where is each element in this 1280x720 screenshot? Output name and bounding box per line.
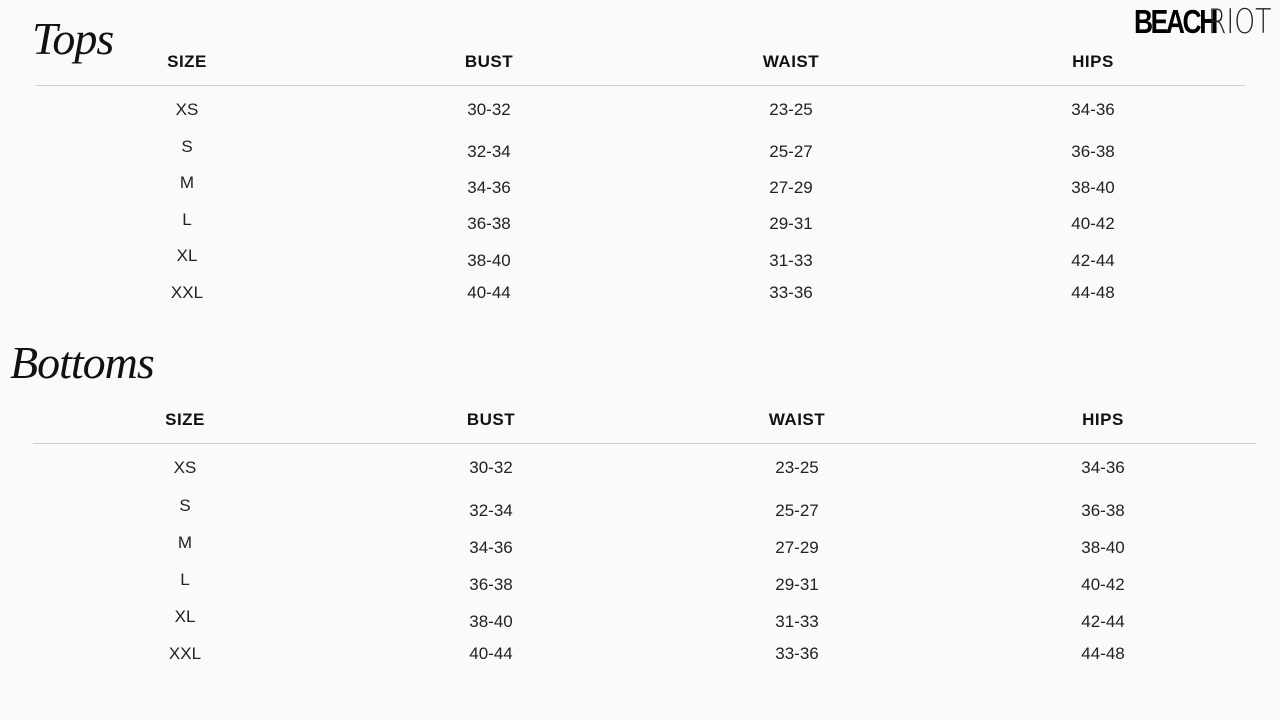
measurement-cell: 32-34 <box>469 501 513 520</box>
measurement-cell: 38-40 <box>1081 538 1125 557</box>
measurement-cell: 34-36 <box>467 178 511 197</box>
column-header: HIPS <box>1082 410 1124 429</box>
measurement-cell: 38-40 <box>469 612 513 631</box>
measurement-cell: 36-38 <box>1071 142 1115 161</box>
measurement-cell: 40-42 <box>1071 214 1115 233</box>
measurement-cell: 36-38 <box>467 214 511 233</box>
measurement-cell: 29-31 <box>769 214 813 233</box>
measurement-cell: 38-40 <box>467 251 511 270</box>
measurement-cell: 27-29 <box>769 178 813 197</box>
measurement-cell: 44-48 <box>1081 644 1125 663</box>
size-cell: S <box>181 137 193 156</box>
column-header: BUST <box>464 52 514 71</box>
size-cell: XL <box>176 246 198 265</box>
measurement-cell: 23-25 <box>775 458 819 477</box>
measurement-cell: 32-34 <box>467 142 511 161</box>
size-cell: S <box>179 496 191 515</box>
measurement-cell: 27-29 <box>775 538 819 557</box>
header-divider <box>33 443 1256 444</box>
size-cell: M <box>179 173 195 192</box>
measurement-cell: 33-36 <box>769 283 813 302</box>
header-divider <box>36 85 1245 86</box>
size-cell: XS <box>175 100 199 119</box>
column-header: BUST <box>466 410 516 429</box>
section-title: Bottoms <box>10 337 155 388</box>
measurement-cell: 38-40 <box>1071 178 1115 197</box>
measurement-cell: 44-48 <box>1071 283 1115 302</box>
measurement-cell: 34-36 <box>1081 458 1125 477</box>
beach-riot-logo: BEACH RIOT <box>1134 3 1271 41</box>
size-cell: XXL <box>170 283 204 302</box>
measurement-cell: 36-38 <box>469 575 513 594</box>
size-cell: M <box>177 533 193 552</box>
logo-bold-text: BEACH <box>1134 3 1218 40</box>
measurement-cell: 34-36 <box>469 538 513 557</box>
measurement-cell: 23-25 <box>769 100 813 119</box>
column-header: SIZE <box>165 410 205 429</box>
measurement-cell: 25-27 <box>769 142 813 161</box>
section-title: Tops <box>32 13 114 64</box>
size-cell: XXL <box>168 644 202 663</box>
measurement-cell: 34-36 <box>1071 100 1115 119</box>
measurement-cell: 29-31 <box>775 575 819 594</box>
column-header: WAIST <box>762 52 820 71</box>
size-cell: XS <box>173 458 197 477</box>
measurement-cell: 30-32 <box>469 458 513 477</box>
measurement-cell: 42-44 <box>1081 612 1125 631</box>
measurement-cell: 31-33 <box>775 612 819 631</box>
measurement-cell: 40-44 <box>467 283 511 302</box>
size-cell: XL <box>174 607 196 626</box>
size-cell: L <box>182 210 192 229</box>
column-header: SIZE <box>167 52 207 71</box>
measurement-cell: 40-44 <box>469 644 513 663</box>
measurement-cell: 33-36 <box>775 644 819 663</box>
size-cell: L <box>180 570 190 589</box>
measurement-cell: 25-27 <box>775 501 819 520</box>
measurement-cell: 42-44 <box>1071 251 1115 270</box>
measurement-cell: 30-32 <box>467 100 511 119</box>
measurement-cell: 31-33 <box>769 251 813 270</box>
logo-light-text: RIOT <box>1208 2 1272 42</box>
column-header: WAIST <box>768 410 826 429</box>
measurement-cell: 40-42 <box>1081 575 1125 594</box>
column-header: HIPS <box>1072 52 1114 71</box>
measurement-cell: 36-38 <box>1081 501 1125 520</box>
